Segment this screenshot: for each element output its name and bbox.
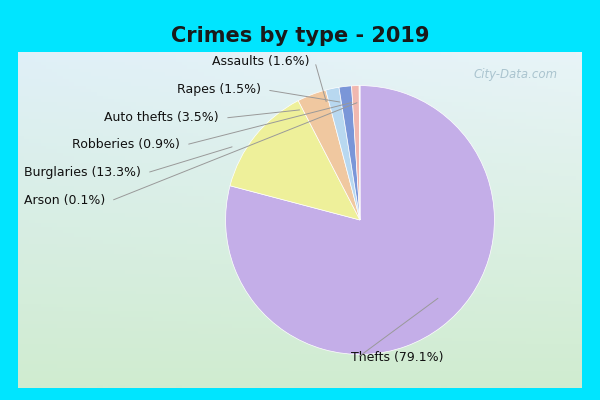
Text: Assaults (1.6%): Assaults (1.6%): [212, 56, 309, 68]
Text: Robberies (0.9%): Robberies (0.9%): [72, 138, 180, 151]
Text: Rapes (1.5%): Rapes (1.5%): [177, 84, 261, 96]
Text: Arson (0.1%): Arson (0.1%): [24, 194, 105, 207]
Text: Auto thefts (3.5%): Auto thefts (3.5%): [104, 112, 219, 124]
Wedge shape: [230, 101, 360, 220]
Text: Thefts (79.1%): Thefts (79.1%): [351, 352, 443, 364]
Wedge shape: [298, 90, 360, 220]
Text: Burglaries (13.3%): Burglaries (13.3%): [24, 166, 141, 179]
Text: Crimes by type - 2019: Crimes by type - 2019: [171, 26, 429, 46]
Wedge shape: [352, 86, 360, 220]
Wedge shape: [339, 86, 360, 220]
Wedge shape: [226, 86, 494, 354]
Wedge shape: [359, 86, 360, 220]
Wedge shape: [326, 87, 360, 220]
Text: City-Data.com: City-Data.com: [474, 68, 558, 81]
